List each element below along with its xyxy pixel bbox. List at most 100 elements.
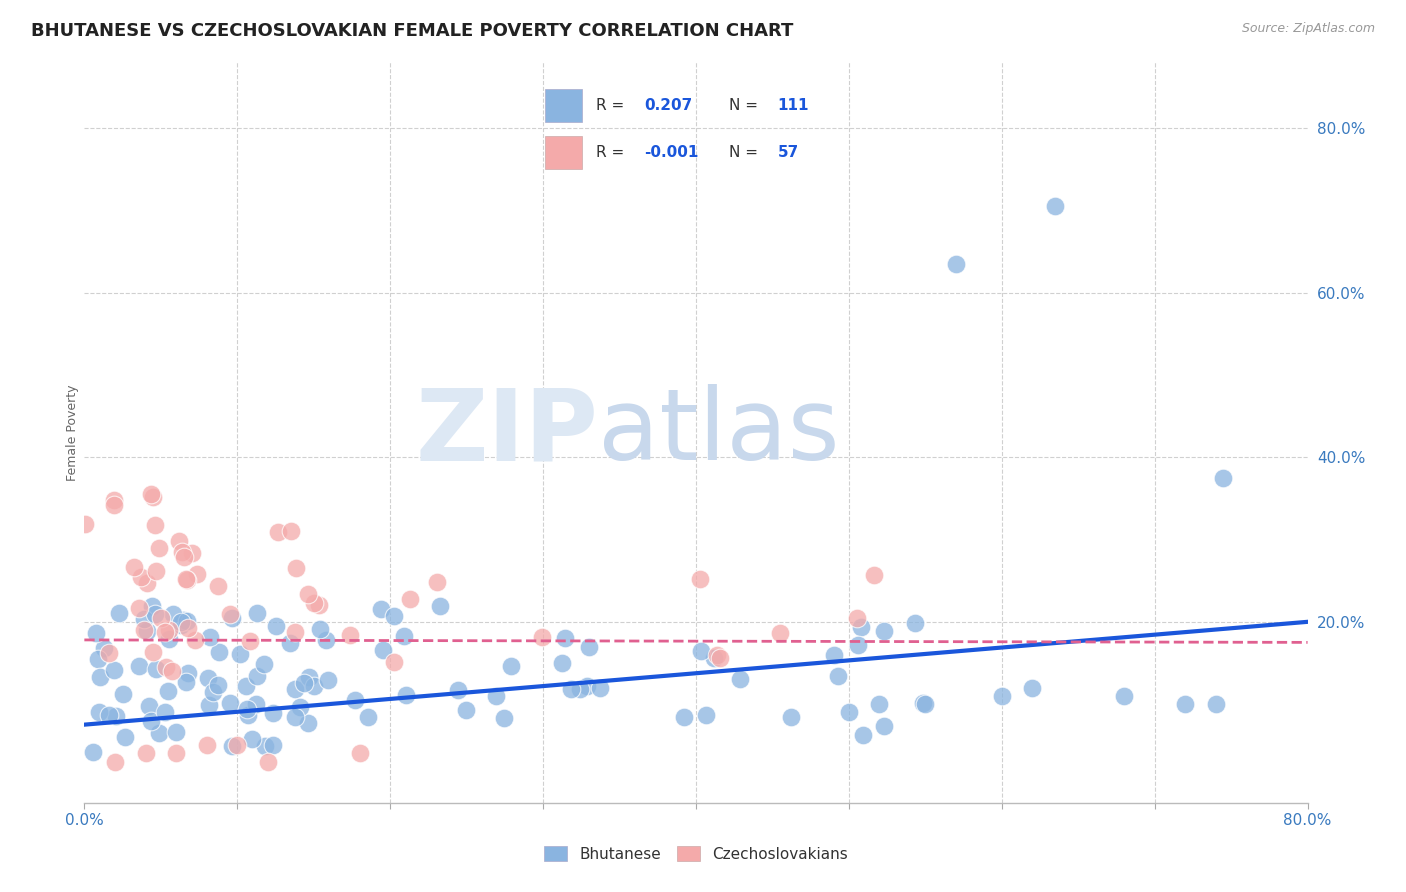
Point: [177, 666, 200, 681]
Point: [343, 693, 366, 707]
Point: [170, 618, 193, 632]
Point: [284, 624, 307, 639]
Point: [86, 652, 108, 666]
Point: [142, 490, 165, 504]
Point: [165, 725, 187, 739]
Point: [253, 657, 276, 672]
Point: [122, 559, 145, 574]
Point: [575, 680, 598, 694]
Point: [174, 675, 197, 690]
Point: [304, 596, 326, 610]
Point: [292, 676, 315, 690]
Point: [145, 662, 167, 676]
Point: [197, 672, 219, 686]
Point: [371, 643, 394, 657]
Text: BHUTANESE VS CZECHOSLOVAKIAN FEMALE POVERTY CORRELATION CHART: BHUTANESE VS CZECHOSLOVAKIAN FEMALE POVE…: [31, 22, 793, 40]
Point: [201, 685, 224, 699]
Point: [129, 570, 152, 584]
Point: [148, 726, 170, 740]
Point: [695, 707, 717, 722]
Point: [456, 703, 478, 717]
Point: [769, 626, 792, 640]
Point: [297, 587, 319, 601]
Point: [170, 544, 193, 558]
Point: [267, 525, 290, 540]
Point: [349, 747, 371, 761]
Point: [207, 677, 229, 691]
Point: [135, 576, 157, 591]
Point: [945, 257, 967, 271]
Point: [162, 607, 184, 621]
Point: [221, 610, 243, 624]
Point: [155, 660, 177, 674]
Point: [392, 629, 415, 643]
Point: [195, 738, 218, 752]
Point: [846, 638, 869, 652]
Point: [429, 599, 451, 613]
Y-axis label: Female Poverty: Female Poverty: [66, 384, 79, 481]
Point: [98, 647, 121, 661]
Point: [357, 709, 380, 723]
Point: [302, 679, 325, 693]
Point: [780, 710, 803, 724]
Point: [689, 643, 711, 657]
Text: ZIP: ZIP: [415, 384, 598, 481]
Point: [238, 708, 260, 723]
Point: [284, 710, 307, 724]
Point: [709, 650, 731, 665]
Point: [551, 656, 574, 670]
Point: [849, 620, 872, 634]
Point: [382, 655, 405, 669]
Point: [103, 498, 125, 512]
Point: [297, 716, 319, 731]
Point: [485, 690, 508, 704]
Point: [264, 619, 287, 633]
Point: [288, 700, 311, 714]
Point: [238, 633, 260, 648]
Point: [219, 607, 242, 621]
Point: [141, 599, 163, 613]
Point: [104, 755, 127, 769]
Point: [308, 623, 330, 637]
Point: [145, 564, 167, 578]
Point: [87, 706, 110, 720]
Point: [165, 747, 187, 761]
Point: [156, 684, 179, 698]
Point: [246, 606, 269, 620]
Point: [589, 681, 612, 696]
Point: [155, 705, 177, 719]
Point: [703, 651, 725, 665]
Point: [82, 745, 104, 759]
Point: [176, 614, 198, 628]
Point: [159, 623, 181, 637]
Point: [84, 625, 107, 640]
Text: Source: ZipAtlas.com: Source: ZipAtlas.com: [1241, 22, 1375, 36]
Point: [991, 689, 1014, 703]
Point: [869, 697, 891, 711]
Point: [235, 679, 257, 693]
Point: [112, 686, 135, 700]
Point: [167, 534, 190, 549]
Point: [173, 549, 195, 564]
Point: [138, 699, 160, 714]
Point: [863, 567, 886, 582]
Point: [184, 632, 207, 647]
Point: [1045, 199, 1067, 213]
Point: [395, 688, 418, 702]
Point: [89, 670, 111, 684]
Point: [177, 621, 200, 635]
Point: [128, 659, 150, 673]
Point: [128, 600, 150, 615]
Point: [278, 636, 301, 650]
Point: [75, 516, 97, 531]
Point: [245, 698, 267, 712]
Point: [706, 648, 728, 662]
Point: [236, 702, 259, 716]
Point: [530, 631, 553, 645]
Point: [228, 647, 250, 661]
Point: [93, 641, 115, 656]
Point: [560, 681, 582, 696]
Point: [838, 706, 860, 720]
Point: [219, 697, 242, 711]
Point: [143, 607, 166, 622]
